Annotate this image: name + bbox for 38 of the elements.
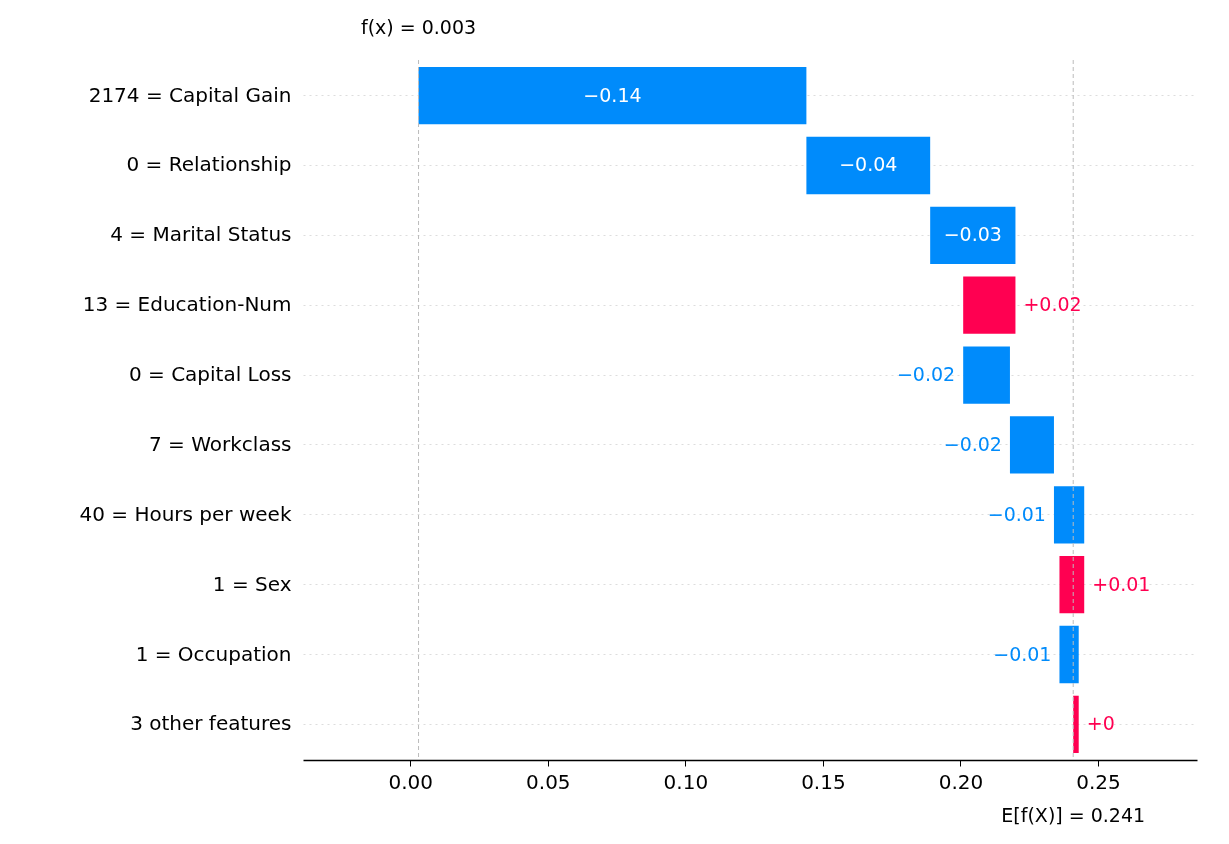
bar — [1073, 695, 1079, 754]
bar — [963, 346, 1010, 404]
x-tick-label: 0.05 — [526, 769, 571, 794]
y-tick-label: 40 = Hours per week — [79, 501, 292, 526]
bar — [963, 276, 1016, 334]
bar — [1059, 556, 1085, 614]
bar — [930, 206, 1016, 264]
y-tick-label: 1 = Occupation — [135, 641, 292, 666]
y-tick-label: 2174 = Capital Gain — [88, 82, 292, 107]
y-tick-label: 1 = Sex — [212, 571, 292, 596]
y-tick-label: 0 = Relationship — [126, 152, 292, 177]
bar — [1053, 486, 1085, 544]
data-label: −0.01 — [987, 502, 1046, 525]
bar — [1059, 625, 1079, 684]
y-tick-label: 4 = Marital Status — [110, 222, 292, 247]
data-label: +0 — [1086, 712, 1115, 735]
x-tick-label: 0.20 — [938, 769, 984, 794]
y-tick-label: 3 other features — [130, 711, 292, 736]
bar — [1009, 416, 1054, 474]
y-tick-label: 0 = Capital Loss — [128, 362, 292, 387]
data-label: −0.02 — [943, 432, 1002, 455]
x-tick-label: 0.10 — [663, 769, 709, 794]
ref-line-label: f(x) = 0.003 — [360, 16, 477, 38]
x-tick-label: 0.15 — [801, 769, 846, 794]
data-label: −0.02 — [896, 363, 956, 386]
data-label: −0.03 — [943, 223, 1002, 246]
x-tick-label: 0.00 — [388, 769, 434, 794]
x-tick-label: 0.25 — [1076, 769, 1121, 794]
y-tick-label: 7 = Workclass — [149, 431, 292, 456]
ref-line-label: E[f(X)] = 0.241 — [1001, 804, 1146, 826]
bar — [418, 66, 807, 125]
data-label: −0.14 — [583, 83, 642, 106]
y-tick-label: 13 = Education-Num — [82, 292, 292, 317]
data-label: −0.04 — [839, 153, 898, 176]
data-label: +0.01 — [1092, 572, 1151, 595]
data-label: +0.02 — [1023, 293, 1082, 316]
data-label: −0.01 — [993, 642, 1052, 665]
bar — [806, 136, 931, 195]
